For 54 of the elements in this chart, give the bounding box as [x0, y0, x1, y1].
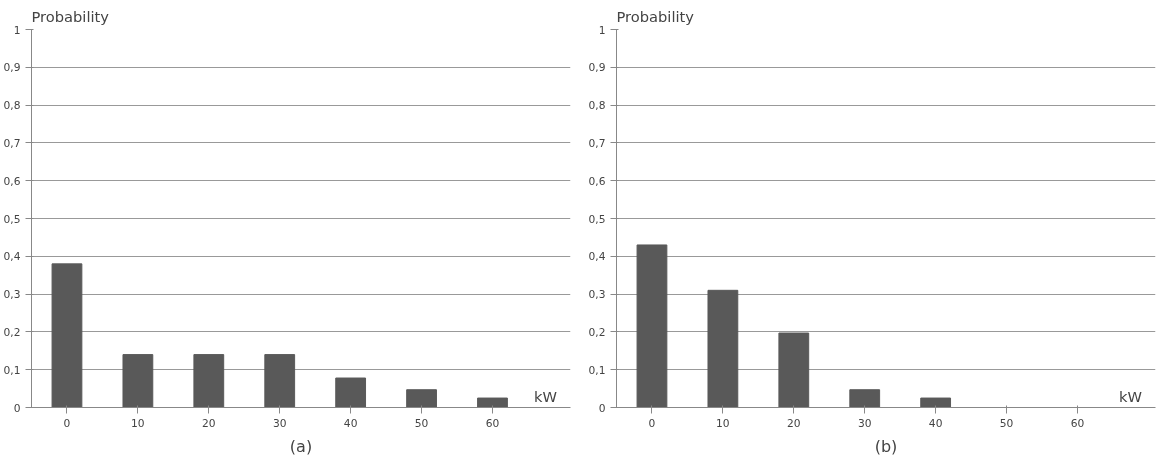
text: (a) [289, 436, 313, 456]
y-tick-label: 0,2 [588, 325, 606, 339]
x-tick-label: 0 [648, 416, 656, 430]
y-tick-label: 0,4 [588, 250, 606, 264]
x-tick-label: 10 [131, 416, 145, 430]
bar [778, 332, 810, 408]
y-tick-label: 0,2 [3, 325, 21, 339]
y-tick-label: 0 [598, 401, 606, 415]
y-tick-label: 0,1 [3, 363, 21, 377]
x-axis-title: kW [1118, 387, 1143, 405]
text: (b) [874, 436, 898, 456]
bar [335, 377, 367, 408]
y-tick-label: 1 [13, 23, 21, 37]
bar [406, 389, 437, 408]
y-tick-label: 0,5 [588, 212, 606, 226]
y-tick-label: 0,5 [3, 212, 21, 226]
y-tick-label: 0,3 [3, 288, 21, 302]
x-tick-label: 30 [857, 416, 872, 430]
x-tick-label: 20 [787, 416, 801, 430]
x-tick-label: 10 [716, 416, 730, 430]
y-tick-label: 0,8 [3, 99, 21, 113]
y-axis-title: Probability [616, 7, 695, 25]
bar [920, 397, 952, 408]
x-tick-label: 40 [928, 416, 943, 430]
y-tick-label: 0,1 [588, 363, 606, 377]
x-tick-label: 50 [414, 416, 429, 430]
bar [51, 263, 83, 408]
bar [849, 389, 881, 408]
y-tick-label: 0,3 [588, 288, 606, 302]
x-axis-title: kW [533, 387, 558, 405]
y-axis-title: Probability [31, 7, 110, 25]
x-tick-label: 60 [1070, 416, 1085, 430]
x-tick-label: 60 [485, 416, 500, 430]
y-tick-label: 0,7 [3, 136, 21, 150]
bar [707, 289, 739, 408]
bar [636, 244, 668, 408]
x-tick-label: 0 [63, 416, 71, 430]
y-tick-label: 1 [598, 23, 606, 37]
x-tick-label: 50 [999, 416, 1014, 430]
y-tick-label: 0,6 [588, 174, 606, 188]
bar [193, 354, 225, 408]
x-tick-label: 30 [272, 416, 287, 430]
y-tick-label: 0 [13, 401, 21, 415]
x-tick-label: 40 [343, 416, 358, 430]
y-tick-label: 0,4 [3, 250, 21, 264]
y-tick-label: 0,8 [588, 99, 606, 113]
y-tick-label: 0,6 [3, 174, 21, 188]
bar [264, 354, 296, 408]
y-tick-label: 0,9 [588, 61, 606, 75]
y-tick-label: 0,7 [588, 136, 606, 150]
bar [122, 354, 154, 408]
y-tick-label: 0,9 [3, 61, 21, 75]
bar [477, 397, 508, 408]
x-tick-label: 20 [202, 416, 216, 430]
